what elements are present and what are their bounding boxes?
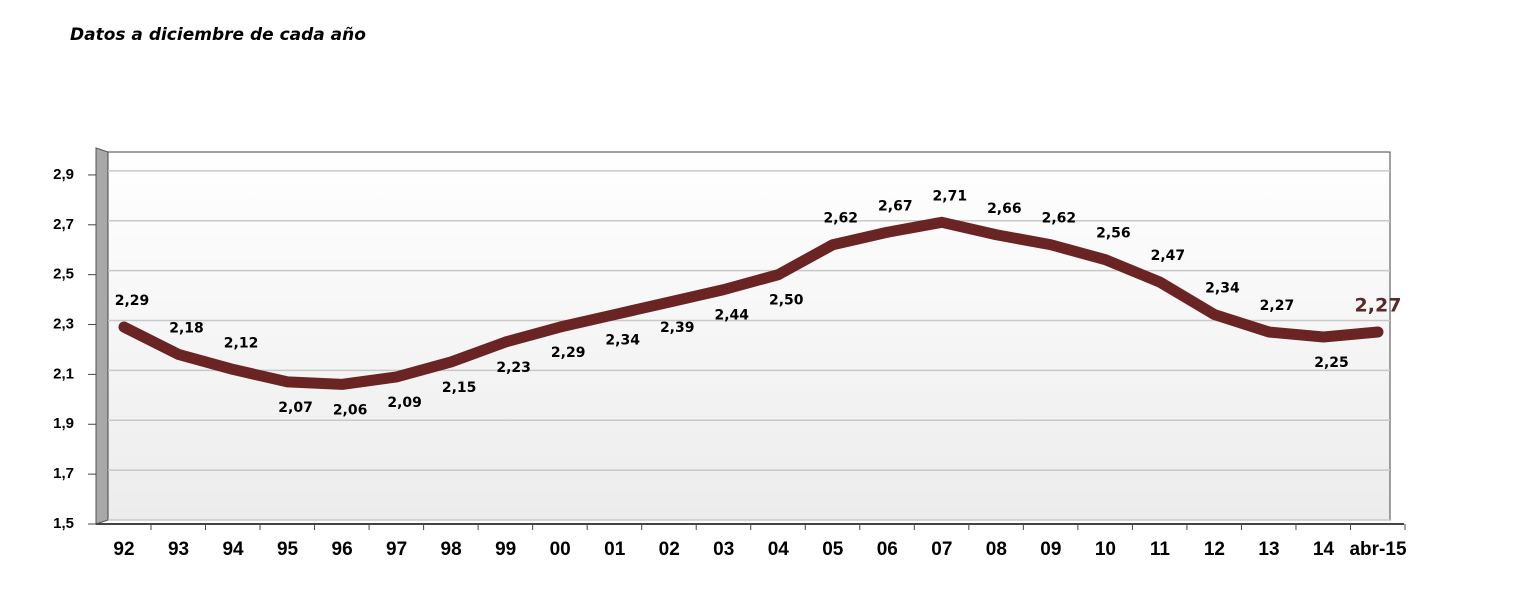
- y-tick-label: 2,5: [53, 266, 74, 283]
- x-tick-label: 12: [1204, 539, 1225, 560]
- x-tick-label: 13: [1258, 539, 1279, 560]
- x-tick-label: 97: [386, 539, 407, 560]
- data-label: 2,39: [660, 320, 695, 336]
- x-tick-label: 01: [604, 539, 626, 560]
- data-label: 2,62: [824, 211, 859, 227]
- x-tick-label: 98: [441, 539, 462, 560]
- data-label: 2,29: [115, 293, 150, 309]
- x-tick-label: 93: [168, 539, 189, 560]
- x-tick-label: 05: [822, 539, 844, 560]
- x-tick-label: 09: [1040, 539, 1061, 560]
- data-label: 2,34: [605, 333, 640, 349]
- data-label: 2,25: [1314, 355, 1349, 371]
- x-tick-label: 11: [1150, 539, 1171, 560]
- data-label: 2,06: [333, 402, 368, 418]
- x-tick-label: 04: [768, 539, 790, 560]
- x-tick-label: 10: [1095, 539, 1116, 560]
- x-tick-label: 96: [332, 539, 353, 560]
- data-label: 2,27: [1355, 295, 1402, 317]
- data-label: 2,47: [1151, 248, 1186, 264]
- data-label: 2,34: [1205, 281, 1240, 297]
- x-tick-label: 94: [222, 539, 244, 560]
- y-tick-label: 1,9: [53, 415, 74, 432]
- data-line: [118, 216, 1384, 390]
- data-label: 2,44: [714, 308, 749, 324]
- data-label: 2,71: [933, 188, 968, 204]
- x-tick-label: 03: [713, 539, 734, 560]
- y-tick-label: 2,7: [53, 216, 74, 233]
- data-label: 2,12: [224, 335, 259, 351]
- x-tick-label: 92: [113, 539, 134, 560]
- data-label: 2,66: [987, 201, 1022, 217]
- side-wall: [95, 147, 109, 525]
- x-tick-label: abr-15: [1349, 539, 1406, 560]
- data-label: 2,07: [278, 400, 313, 416]
- data-label: 2,27: [1260, 298, 1295, 314]
- x-tick-label: 14: [1313, 539, 1335, 560]
- data-label: 2,62: [1042, 211, 1077, 227]
- data-label: 2,23: [496, 360, 531, 376]
- x-tick-label: 00: [550, 539, 571, 560]
- data-label: 2,67: [878, 198, 913, 214]
- y-tick-label: 2,9: [53, 166, 74, 183]
- x-tick-label: 08: [986, 539, 1007, 560]
- plot-area: [107, 151, 1391, 521]
- y-tick-label: 2,3: [53, 316, 74, 333]
- y-tick-label: 2,1: [53, 365, 74, 382]
- data-label: 2,09: [387, 395, 422, 411]
- x-tick-label: 99: [495, 539, 516, 560]
- x-tick-label: 02: [659, 539, 680, 560]
- y-tick-label: 1,5: [53, 515, 74, 532]
- chart-title: Datos a diciembre de cada año: [70, 25, 366, 45]
- data-label: 2,18: [169, 320, 204, 336]
- data-label: 2,15: [442, 380, 477, 396]
- x-tick-label: 07: [931, 539, 952, 560]
- data-label: 2,29: [551, 345, 586, 361]
- data-label: 2,50: [769, 293, 804, 309]
- x-tick-label: 06: [877, 539, 898, 560]
- y-tick-label: 1,7: [53, 465, 74, 482]
- x-tick-label: 95: [277, 539, 299, 560]
- data-label: 2,56: [1096, 226, 1131, 242]
